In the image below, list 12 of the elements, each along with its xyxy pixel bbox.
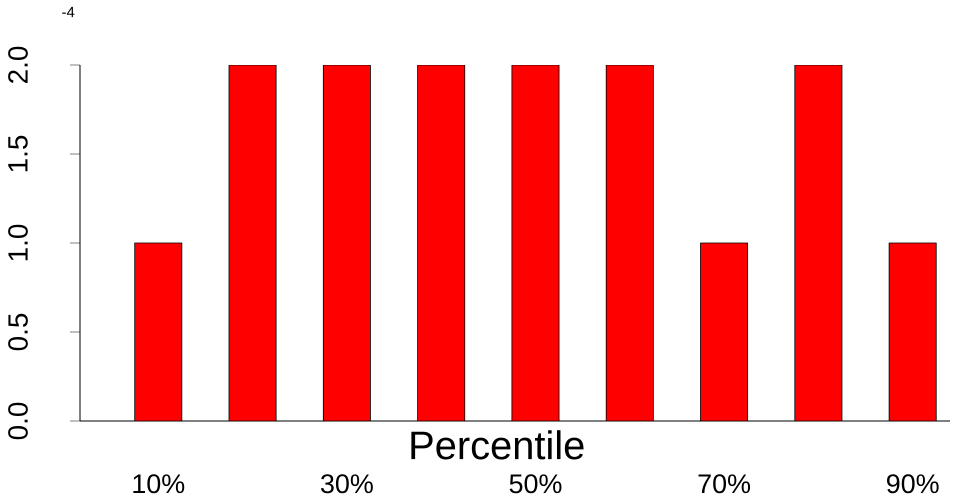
y-tick-label: 0.5 <box>8 314 28 350</box>
y-tick-label: 0.0 <box>8 402 28 440</box>
y-tick-label: 1.0 <box>8 224 28 260</box>
x-tick-label: 30% <box>320 474 373 494</box>
text: -4 <box>62 6 74 18</box>
y-tick-label: 2.0 <box>8 46 28 83</box>
x-tick-label: 10% <box>133 474 184 494</box>
x-tick-label: 50% <box>510 474 562 494</box>
y-tick-label: 1.5 <box>8 136 28 172</box>
x-axis-title: Percentile <box>411 430 584 460</box>
x-tick-label: 70% <box>698 474 750 494</box>
x-tick-label: 90% <box>887 474 939 494</box>
